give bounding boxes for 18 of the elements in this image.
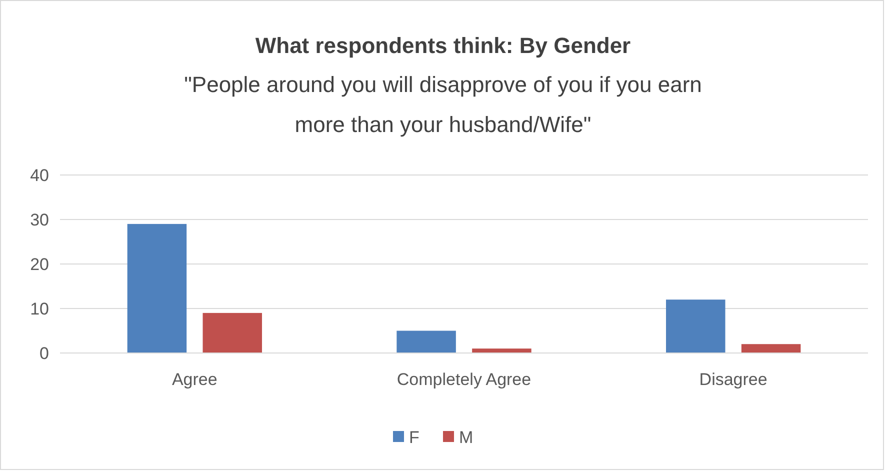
y-tick-label: 0 (40, 344, 49, 363)
y-tick-label: 40 (30, 166, 49, 185)
legend-label: M (459, 428, 474, 447)
y-tick-label: 10 (30, 299, 49, 318)
legend-label: F (409, 428, 420, 447)
bar (666, 300, 726, 353)
bar (472, 348, 532, 353)
y-tick-label: 20 (30, 254, 49, 274)
chart-subtitle: "People around you will disapprove of you if you earn more than your husband/Wife" (184, 72, 702, 137)
x-tick-label: Agree (172, 370, 218, 389)
bar (741, 344, 801, 353)
chart-title: What respondents think: By Gender (255, 33, 632, 58)
bar (127, 224, 187, 353)
x-tick-label: Completely Agree (396, 370, 532, 389)
bar (396, 330, 456, 353)
bar (202, 312, 262, 353)
y-tick-label: 30 (30, 210, 49, 230)
x-tick-label: Disagree (699, 370, 768, 389)
